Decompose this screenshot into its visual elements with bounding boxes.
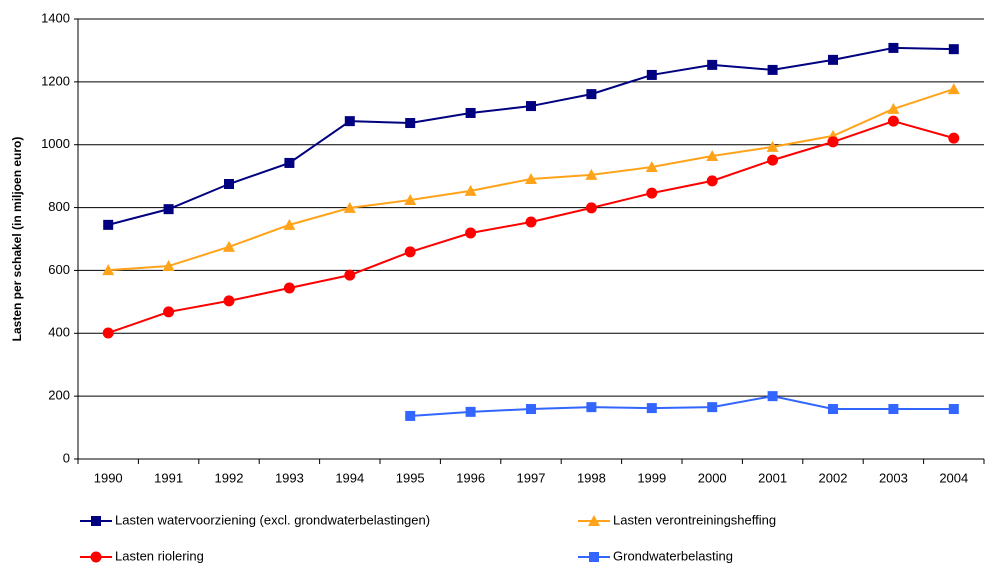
y-tick-label: 600 [48, 262, 70, 277]
marker [223, 295, 235, 307]
marker [344, 116, 355, 127]
x-tick-label: 1996 [456, 470, 485, 485]
x-tick-label: 2001 [758, 470, 787, 485]
marker [767, 154, 779, 166]
marker [888, 42, 899, 53]
marker [465, 107, 476, 118]
x-tick-label: 2002 [819, 470, 848, 485]
x-tick-label: 2000 [698, 470, 727, 485]
marker [586, 89, 597, 100]
y-tick-label: 400 [48, 325, 70, 340]
y-axis-label: Lasten per schakel (in miljoen euro) [10, 137, 24, 342]
marker [224, 179, 234, 189]
legend-label: Lasten watervoorziening (excl. grondwate… [115, 512, 430, 527]
marker [706, 150, 719, 162]
marker [948, 44, 959, 55]
marker [223, 240, 235, 252]
marker [404, 246, 416, 258]
marker [525, 172, 537, 184]
marker [405, 118, 416, 129]
marker [465, 227, 477, 239]
marker [706, 175, 718, 187]
marker [102, 264, 115, 276]
marker [828, 404, 838, 415]
legend-label: Grondwaterbelasting [613, 548, 733, 563]
marker [887, 115, 899, 127]
x-tick-label: 1992 [215, 470, 244, 485]
marker [767, 64, 778, 75]
y-tick-label: 800 [48, 199, 70, 214]
marker [284, 157, 295, 168]
marker [585, 202, 597, 214]
x-tick-label: 1993 [275, 470, 304, 485]
marker [526, 404, 536, 415]
y-tick-label: 200 [48, 388, 70, 403]
marker [645, 161, 658, 173]
marker [947, 83, 960, 95]
marker [344, 269, 356, 281]
marker [404, 194, 417, 206]
marker [283, 218, 296, 230]
marker [585, 168, 598, 180]
marker [586, 402, 597, 413]
marker [646, 403, 657, 414]
x-tick-label: 1999 [637, 470, 666, 485]
legend-marker [588, 515, 600, 526]
marker [887, 102, 900, 114]
marker [707, 402, 718, 413]
marker [766, 140, 779, 152]
x-tick-label: 2004 [939, 470, 968, 485]
marker [707, 59, 718, 70]
series-line [410, 395, 954, 417]
x-tick-label: 1991 [154, 470, 183, 485]
legend-marker [589, 552, 599, 562]
marker [163, 204, 174, 215]
marker [103, 219, 114, 230]
marker [646, 69, 657, 80]
y-tick-label: 0 [63, 450, 70, 465]
y-tick-label: 1200 [41, 73, 70, 88]
legend-label: Lasten verontreiningsheffing [613, 512, 776, 527]
y-tick-label: 1000 [41, 136, 70, 151]
marker [464, 184, 477, 196]
marker [525, 216, 537, 228]
x-tick-label: 1995 [396, 470, 425, 485]
marker [526, 101, 536, 112]
marker [828, 54, 838, 65]
marker [646, 187, 658, 199]
legend-label: Lasten riolering [115, 548, 204, 563]
marker [888, 404, 899, 415]
x-tick-label: 2003 [879, 470, 908, 485]
marker [343, 201, 356, 213]
marker [948, 132, 960, 144]
marker [405, 410, 416, 421]
marker [465, 406, 476, 417]
marker [827, 136, 839, 148]
marker [102, 327, 114, 339]
y-tick-label: 1400 [41, 10, 70, 25]
x-tick-label: 1998 [577, 470, 606, 485]
x-tick-label: 1997 [517, 470, 546, 485]
x-tick-label: 1990 [94, 470, 123, 485]
marker [767, 391, 778, 402]
marker [163, 306, 175, 318]
legend-marker [90, 551, 102, 563]
marker [162, 260, 175, 272]
x-tick-label: 1994 [335, 470, 364, 485]
marker [283, 282, 295, 294]
legend-marker [91, 516, 101, 526]
marker [948, 404, 959, 415]
